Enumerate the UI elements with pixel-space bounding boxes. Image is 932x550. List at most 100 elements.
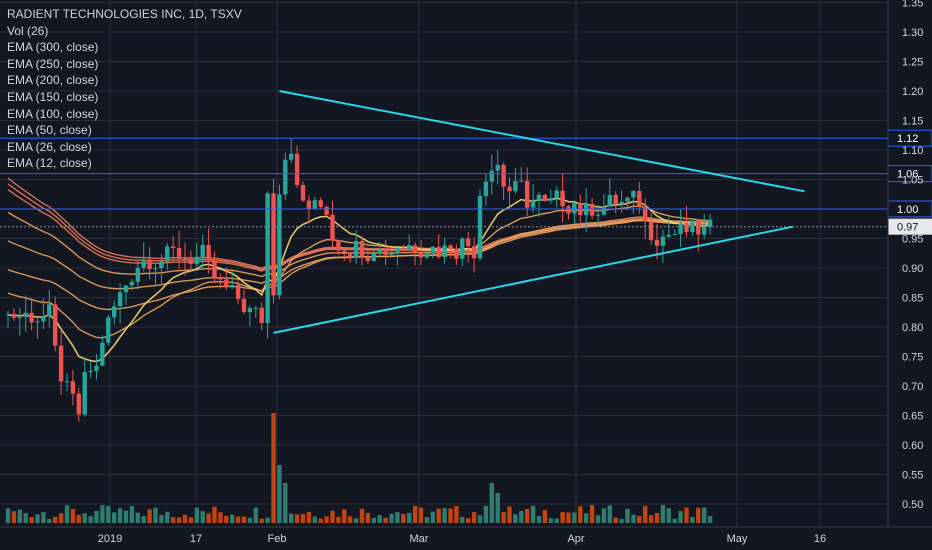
candle-body bbox=[666, 234, 671, 237]
volume-bar bbox=[147, 509, 152, 523]
candle-body bbox=[654, 239, 660, 246]
candle-body bbox=[637, 190, 642, 207]
legend-title[interactable]: RADIENT TECHNOLOGIES INC, 1D, TSXV bbox=[7, 7, 242, 21]
y-tick-17: 1.35 bbox=[902, 0, 923, 10]
legend-ema-200[interactable]: EMA (200, close) bbox=[7, 73, 99, 88]
candle-body bbox=[271, 193, 276, 296]
candle-body bbox=[11, 313, 17, 318]
volume-bar bbox=[35, 514, 40, 523]
volume-bar bbox=[153, 507, 158, 523]
candle-body bbox=[165, 246, 170, 262]
horizontal-levels[interactable]: 1.12 1.06 1.00 0.97 bbox=[0, 129, 932, 235]
volume-bar bbox=[312, 516, 317, 523]
y-tick-1: 0.55 bbox=[902, 470, 923, 482]
volume-bar bbox=[241, 516, 247, 523]
candle-body bbox=[277, 194, 282, 296]
candle-body bbox=[560, 190, 565, 207]
volume-bar bbox=[536, 516, 542, 523]
volume-bar bbox=[454, 506, 459, 523]
volume-bar bbox=[483, 505, 489, 523]
candlesticks bbox=[5, 138, 713, 422]
volume-bar bbox=[64, 505, 70, 523]
candle-body bbox=[253, 307, 258, 309]
volume-bar bbox=[53, 516, 58, 523]
legend-ema-12[interactable]: EMA (12, close) bbox=[7, 156, 92, 171]
volume-bar bbox=[672, 518, 677, 523]
last-price-box bbox=[888, 218, 932, 235]
volume-bar bbox=[265, 517, 270, 523]
volume-bar bbox=[336, 516, 341, 523]
volume-bar bbox=[94, 510, 99, 523]
candle-body bbox=[76, 393, 81, 415]
volume-bar bbox=[507, 506, 512, 523]
x-tick-1: 17 bbox=[190, 533, 202, 545]
candle-body bbox=[58, 345, 64, 382]
candle-body bbox=[29, 312, 34, 323]
volume-bar bbox=[324, 516, 329, 523]
legend-ema-26[interactable]: EMA (26, close) bbox=[7, 139, 92, 154]
volume-bar bbox=[578, 506, 583, 523]
volume-bar bbox=[141, 515, 146, 523]
legend-ema-100[interactable]: EMA (100, close) bbox=[7, 106, 99, 121]
volume-bar bbox=[377, 515, 382, 523]
volume-bar bbox=[589, 505, 595, 523]
volume-bar bbox=[489, 483, 494, 523]
volume-bar bbox=[306, 511, 312, 523]
volume-bar bbox=[206, 513, 211, 523]
volume-bars bbox=[5, 413, 713, 523]
volume-bar bbox=[513, 514, 518, 523]
volume-bar bbox=[135, 512, 140, 523]
y-tick-2: 0.60 bbox=[902, 440, 923, 452]
volume-bar bbox=[76, 515, 81, 523]
candle-body bbox=[684, 223, 689, 233]
y-tick-3: 0.65 bbox=[902, 411, 923, 423]
candle-body bbox=[306, 200, 312, 209]
volume-bar bbox=[460, 516, 465, 523]
candle-body bbox=[619, 201, 624, 205]
volume-bar bbox=[436, 508, 441, 523]
legend-volume[interactable]: Vol (26) bbox=[7, 23, 49, 38]
volume-bar bbox=[395, 512, 400, 523]
volume-bar bbox=[224, 515, 229, 523]
volume-bar bbox=[88, 516, 93, 523]
volume-bar bbox=[430, 511, 435, 523]
legend-ema-300[interactable]: EMA (300, close) bbox=[7, 40, 99, 55]
volume-bar bbox=[294, 514, 300, 523]
candle-body bbox=[283, 159, 288, 195]
volume-bar bbox=[643, 505, 648, 523]
legend-ema-150[interactable]: EMA (150, close) bbox=[7, 89, 99, 104]
candle-body bbox=[359, 240, 365, 257]
candle-body bbox=[489, 170, 494, 182]
volume-bar bbox=[200, 511, 205, 523]
volume-bar bbox=[165, 511, 170, 523]
trend-lines[interactable] bbox=[273, 90, 805, 334]
legend-ema-250[interactable]: EMA (250, close) bbox=[7, 56, 99, 71]
candle-body bbox=[631, 190, 636, 198]
candle-body bbox=[607, 194, 612, 207]
volume-bar bbox=[359, 508, 365, 523]
candle-body bbox=[70, 381, 76, 394]
candle-body bbox=[200, 245, 205, 257]
volume-bar bbox=[560, 512, 565, 523]
volume-bar bbox=[365, 512, 371, 523]
volume-bar bbox=[29, 517, 34, 523]
candle-body bbox=[395, 247, 400, 254]
candle-body bbox=[100, 342, 105, 366]
candle-body bbox=[188, 258, 194, 265]
candle-body bbox=[53, 304, 58, 346]
volume-bar bbox=[259, 518, 264, 523]
volume-bar bbox=[194, 507, 199, 523]
candle-body bbox=[412, 245, 418, 253]
candle-body bbox=[601, 206, 607, 215]
candle-body bbox=[495, 164, 500, 171]
candle-body bbox=[389, 253, 394, 255]
volume-bar bbox=[660, 505, 666, 523]
y-tick-6: 0.80 bbox=[902, 322, 923, 334]
candle-body bbox=[430, 246, 435, 254]
volume-bar bbox=[519, 510, 524, 523]
candle-body bbox=[88, 370, 93, 373]
candle-body bbox=[135, 267, 140, 282]
legend-ema-50[interactable]: EMA (50, close) bbox=[7, 123, 92, 138]
